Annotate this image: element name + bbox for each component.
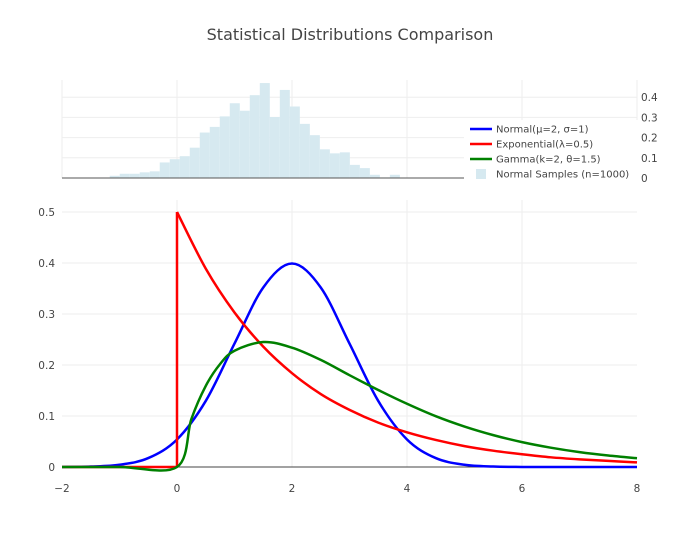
legend-swatch-box (476, 169, 486, 179)
histogram-bar (289, 106, 300, 178)
main-x-tick-label: 2 (289, 483, 296, 495)
histogram-y-tick-label: 0 (641, 173, 648, 185)
legend-item-label[interactable]: Normal(μ=2, σ=1) (496, 125, 589, 136)
histogram-panel: 0 0.1 0.2 0.3 0.4 (61, 80, 658, 185)
main-y-tick-label: 0.3 (38, 309, 55, 321)
legend-background (464, 120, 640, 182)
histogram-y-tick-label: 0.1 (641, 153, 658, 165)
main-x-tick-label: −2 (54, 483, 69, 495)
histogram-bar (299, 123, 310, 178)
histogram-bar (169, 159, 180, 178)
histogram-bar (389, 174, 400, 178)
histogram-bar (269, 116, 280, 178)
legend-item-label[interactable]: Normal Samples (n=1000) (496, 170, 629, 181)
histogram-bar (339, 152, 350, 178)
histogram-bar (249, 95, 260, 178)
histogram-bar (179, 156, 190, 178)
histogram-y-tick-label: 0.2 (641, 133, 658, 145)
main-y-tick-label: 0.2 (38, 360, 55, 372)
main-plot-panel: 0 0.1 0.2 0.3 0.4 0.5 −2 0 2 4 6 8 (38, 200, 640, 495)
histogram-bar (139, 172, 150, 178)
histogram-bar (119, 173, 130, 178)
histogram-bar (319, 149, 330, 178)
histogram-bar (369, 174, 380, 178)
main-y-tick-label: 0.5 (38, 207, 55, 219)
histogram-y-tick-label: 0.3 (641, 112, 658, 124)
histogram-bar (229, 103, 240, 178)
series-line-gamma (61, 340, 638, 472)
legend-item-label[interactable]: Gamma(k=2, θ=1.5) (496, 155, 601, 166)
chart-title: Statistical Distributions Comparison (207, 25, 494, 44)
histogram-bar (359, 168, 370, 178)
histogram-bar (309, 135, 320, 178)
histogram-bar (189, 147, 200, 178)
histogram-bar (239, 110, 250, 178)
series-line-exponential (175, 211, 638, 464)
main-x-tick-label: 0 (174, 483, 181, 495)
main-x-tick-label: 4 (404, 483, 411, 495)
histogram-bar (159, 162, 170, 178)
main-y-tick-label: 0 (48, 462, 55, 474)
histogram-y-tick-label: 0.4 (641, 92, 658, 104)
histogram-bar (109, 175, 120, 178)
histogram-bar (149, 171, 160, 178)
main-x-tick-label: 6 (519, 483, 526, 495)
histogram-bar (349, 164, 360, 178)
histogram-bar (219, 116, 230, 178)
histogram-bar (199, 132, 210, 178)
main-x-tick-label: 8 (634, 483, 641, 495)
main-y-tick-label: 0.4 (38, 258, 55, 270)
legend[interactable]: Normal(μ=2, σ=1) Exponential(λ=0.5) Gamma(… (464, 120, 640, 182)
legend-item-label[interactable]: Exponential(λ=0.5) (496, 140, 593, 151)
histogram-bar (129, 173, 140, 178)
histogram-bar (209, 126, 220, 178)
main-y-tick-label: 0.1 (38, 411, 55, 423)
histogram-bar (259, 83, 270, 178)
series-line-normal (61, 262, 637, 469)
histogram-bar (329, 153, 340, 178)
histogram-bar (279, 89, 290, 178)
